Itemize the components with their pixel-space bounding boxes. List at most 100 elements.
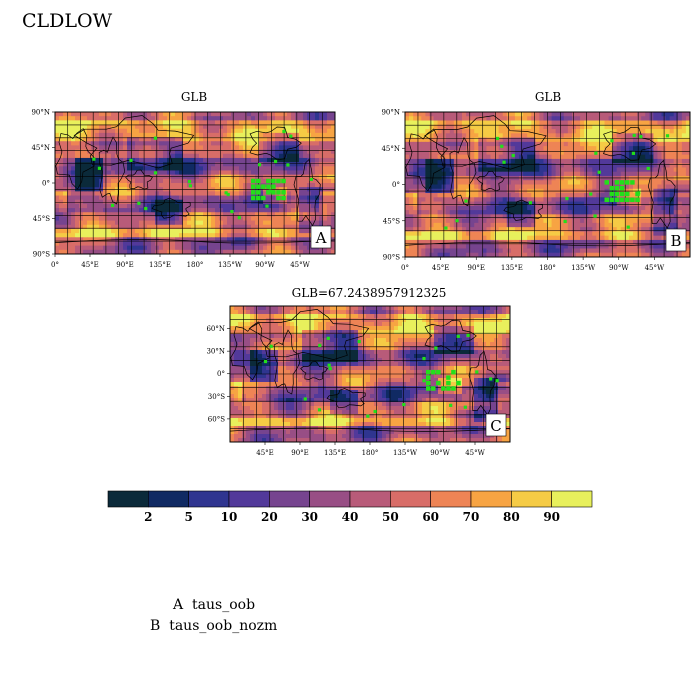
map-cell [79,212,84,217]
map-cell [307,249,312,255]
significance-marker [256,190,261,195]
map-cell [474,218,479,224]
map-cell [55,216,60,221]
map-cell [567,244,573,249]
map-cell [203,149,208,155]
map-cell [311,249,316,255]
map-cell [295,249,300,255]
map-cell [267,137,272,142]
significance-marker [665,134,670,138]
map-cell [453,175,459,181]
map-cell [295,241,300,247]
map-cell [75,124,80,130]
map-cell [223,170,228,176]
map-cell [653,201,658,207]
map-cell [510,112,516,117]
map-cell [119,208,124,213]
map-cell [131,245,136,251]
map-cell [661,184,666,190]
map-cell [657,239,662,245]
map-cell [657,146,662,151]
map-cell [633,158,638,164]
map-cell [551,116,557,121]
map-cell [307,132,312,138]
map-cell [147,157,152,163]
map-cell [243,128,248,134]
map-cell [243,195,248,201]
map-cell [195,233,200,238]
map-cell [99,128,104,134]
map-cell [303,203,308,209]
map-cell [637,163,642,168]
map-cell [223,141,228,146]
map-cell [535,154,540,160]
map-cell [466,244,471,249]
map-cell [191,237,196,242]
map-cell [55,249,60,255]
map-cell [409,150,414,156]
map-cell [195,149,200,155]
map-cell [490,171,495,177]
map-cell [661,146,666,151]
map-cell [612,218,618,224]
map-cell [405,124,410,130]
map-cell [199,249,204,255]
map-cell [315,212,320,217]
map-cell [433,180,438,185]
map-cell [183,224,188,230]
map-cell [331,228,336,234]
map-cell [319,141,324,146]
map-cell [624,222,630,228]
map-cell [519,222,524,228]
map-cell [657,171,662,177]
map-cell [519,112,524,117]
map-cell [127,241,132,247]
map-cell [263,241,268,247]
significance-marker [444,226,448,230]
map-cell [183,174,188,180]
x-tick-label: 135°W [218,261,243,269]
map-cell [649,150,654,156]
significance-markers [92,129,313,220]
map-cell [580,252,585,258]
map-cell [592,227,597,232]
map-cell [275,212,280,217]
map-cell [235,149,240,155]
map-cell [543,205,548,211]
coastline [449,136,477,207]
map-cell [239,162,244,167]
map-cell [633,137,638,143]
significance-marker [188,184,193,188]
map-cell [409,184,414,190]
map-cell [653,227,658,232]
map-cell [103,212,108,217]
map-cell [75,183,80,188]
map-cell [111,137,116,142]
map-cell [71,137,76,142]
map-cell [486,129,491,134]
map-cell [551,214,557,220]
map-cell [295,174,300,180]
map-cell [523,171,528,177]
map-cell [592,116,597,121]
map-cell [215,195,220,201]
map-cell [576,214,581,220]
map-cell [199,216,204,221]
map-cell [466,210,471,215]
map-cell [159,112,164,117]
map-cell [482,146,487,151]
map-cell [628,231,634,237]
map-cell [259,212,264,217]
map-cell [462,184,467,190]
map-cell [681,184,687,190]
map-cell [143,132,148,138]
map-cell [514,158,520,164]
map-cell [425,154,430,160]
map-cell [462,193,467,198]
map-cell [482,137,487,143]
map-cell [677,171,683,177]
map-cell [409,175,414,181]
map-cell [567,239,573,245]
map-cell [119,162,124,167]
map-cell [159,208,164,213]
